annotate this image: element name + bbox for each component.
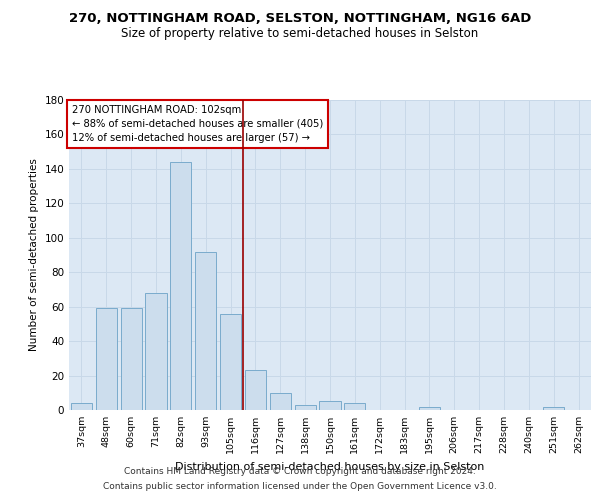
Text: Contains public sector information licensed under the Open Government Licence v3: Contains public sector information licen… bbox=[103, 482, 497, 491]
Y-axis label: Number of semi-detached properties: Number of semi-detached properties bbox=[29, 158, 39, 352]
Bar bbox=[220, 314, 241, 410]
Bar bbox=[319, 402, 341, 410]
Bar bbox=[344, 403, 365, 410]
Bar bbox=[96, 308, 117, 410]
Text: Contains HM Land Registry data © Crown copyright and database right 2024.: Contains HM Land Registry data © Crown c… bbox=[124, 467, 476, 476]
Bar bbox=[270, 393, 291, 410]
Bar bbox=[295, 405, 316, 410]
X-axis label: Distribution of semi-detached houses by size in Selston: Distribution of semi-detached houses by … bbox=[175, 462, 485, 471]
Text: Size of property relative to semi-detached houses in Selston: Size of property relative to semi-detach… bbox=[121, 28, 479, 40]
Text: 270, NOTTINGHAM ROAD, SELSTON, NOTTINGHAM, NG16 6AD: 270, NOTTINGHAM ROAD, SELSTON, NOTTINGHA… bbox=[69, 12, 531, 26]
Text: 270 NOTTINGHAM ROAD: 102sqm
← 88% of semi-detached houses are smaller (405)
12% : 270 NOTTINGHAM ROAD: 102sqm ← 88% of sem… bbox=[71, 104, 323, 142]
Bar bbox=[195, 252, 216, 410]
Bar bbox=[245, 370, 266, 410]
Bar bbox=[71, 403, 92, 410]
Bar bbox=[145, 293, 167, 410]
Bar bbox=[543, 406, 564, 410]
Bar bbox=[170, 162, 191, 410]
Bar bbox=[121, 308, 142, 410]
Bar bbox=[419, 406, 440, 410]
